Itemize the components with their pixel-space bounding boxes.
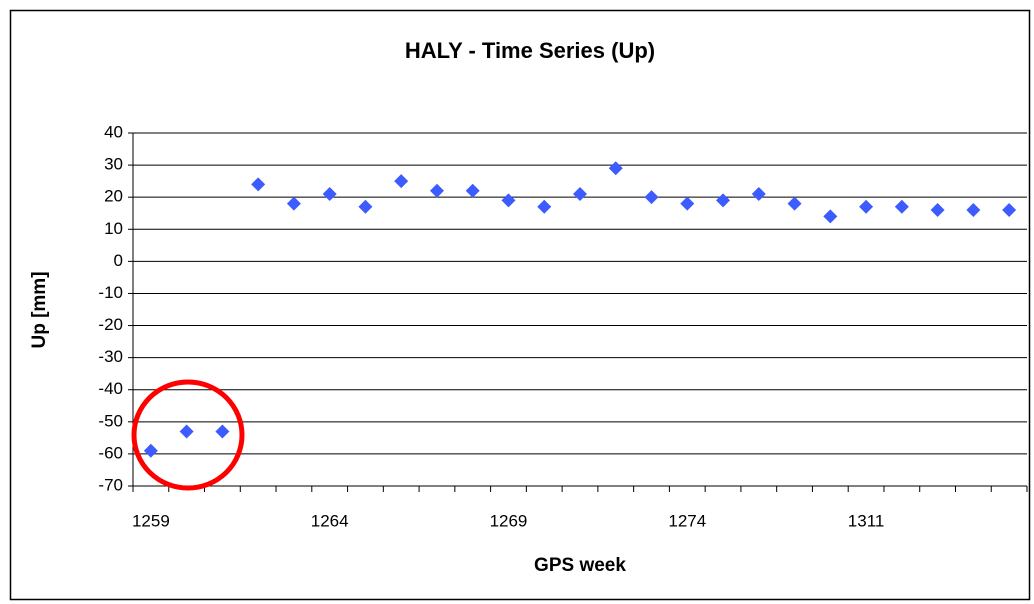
point (680, 196, 695, 211)
point (1002, 203, 1017, 218)
chart-border (9, 9, 1031, 601)
point (465, 183, 480, 198)
x-tick-label: 1264 (311, 511, 349, 530)
x-tick-label: 1259 (132, 511, 170, 530)
point (537, 199, 552, 214)
point (608, 161, 623, 176)
y-tick-label: -30 (98, 347, 123, 366)
point (501, 193, 516, 208)
point (716, 193, 731, 208)
highlight-circle (131, 379, 245, 491)
y-tick-label: 40 (104, 122, 123, 141)
y-tick-label: 30 (104, 155, 123, 174)
point (179, 424, 194, 439)
point (143, 443, 158, 458)
plot-area: -70 -60 -50 -40 -30 -20 -10 0 10 20 30 40 1259 1264 12… (98, 122, 1028, 530)
y-tick-label: 20 (104, 187, 123, 206)
y-tick-label: -70 (98, 475, 123, 494)
x-axis-title: GPS week (534, 555, 626, 576)
y-tick-label: 0 (114, 251, 123, 270)
point (394, 174, 409, 189)
y-axis-title: Up [mm] (29, 271, 50, 348)
point (966, 203, 981, 218)
x-tick-label: 1274 (668, 511, 706, 530)
point (358, 199, 373, 214)
y-tick-label: -10 (98, 283, 123, 302)
point (859, 199, 874, 214)
point (930, 203, 945, 218)
point (251, 177, 266, 192)
point (429, 183, 444, 198)
point (215, 424, 230, 439)
point (573, 186, 587, 201)
point (823, 209, 838, 224)
point (286, 196, 301, 211)
y-tick-label: -20 (98, 315, 123, 334)
y-tick-label: -60 (98, 443, 123, 462)
y-tick-label: -40 (98, 379, 123, 398)
point (894, 199, 909, 214)
x-tick-label: 1311 (848, 511, 885, 530)
point (751, 186, 766, 201)
point (322, 186, 337, 201)
chart-title: HALY - Time Series (Up) (405, 38, 655, 63)
point (644, 190, 659, 205)
x-tick-label: 1269 (490, 511, 528, 530)
y-tick-label: -50 (98, 411, 123, 430)
point (787, 196, 802, 211)
y-tick-label: 10 (104, 219, 123, 238)
